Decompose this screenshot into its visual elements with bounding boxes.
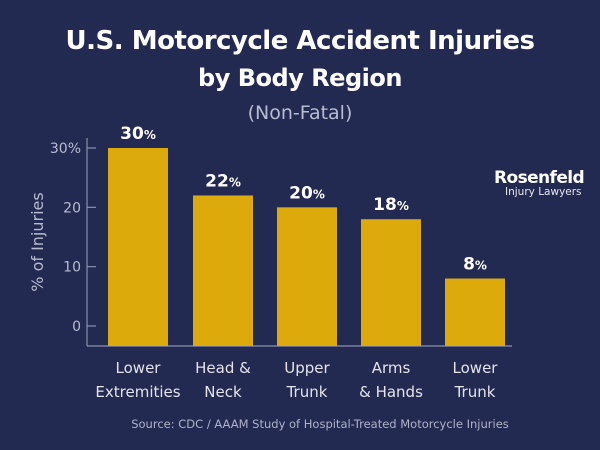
bar	[361, 219, 421, 346]
bar	[193, 195, 253, 346]
bar	[108, 148, 168, 346]
data-label: 20%	[289, 183, 325, 203]
x-tick-label: Upper	[284, 359, 330, 377]
chart-title: U.S. Motorcycle Accident Injuries	[65, 26, 535, 56]
x-tick-label: Arms	[372, 359, 411, 377]
bar	[277, 207, 337, 346]
x-tick-label: Lower	[116, 359, 162, 377]
logo-name: Rosenfeld	[494, 168, 585, 188]
y-axis-label: % of Injuries	[28, 192, 47, 291]
data-label: 30%	[120, 124, 156, 144]
y-tick-label: 0	[72, 319, 81, 335]
rosenfeld-logo: Rosenfeld Injury Lawyers	[494, 168, 585, 198]
x-tick-label: Trunk	[286, 383, 328, 401]
y-tick-label: 10	[63, 260, 81, 276]
x-tick-label: Lower	[453, 359, 499, 377]
x-tick-label: Neck	[204, 383, 242, 401]
y-tick-label: 20	[63, 200, 81, 216]
x-tick-label: Extremities	[95, 383, 180, 401]
logo-tagline: Injury Lawyers	[505, 186, 582, 198]
bar	[445, 278, 505, 346]
chart-title-line2: by Body Region	[198, 64, 402, 92]
data-label: 18%	[373, 195, 409, 215]
source-note: Source: CDC / AAAM Study of Hospital-Tre…	[131, 417, 509, 431]
chart-subtitle: (Non-Fatal)	[247, 102, 353, 124]
data-label: 22%	[205, 171, 241, 191]
x-tick-label: Head &	[195, 359, 251, 377]
data-label: 8%	[463, 255, 487, 275]
x-tick-label: & Hands	[359, 383, 423, 401]
y-tick-label: 30%	[50, 141, 81, 157]
x-tick-label: Trunk	[454, 383, 496, 401]
